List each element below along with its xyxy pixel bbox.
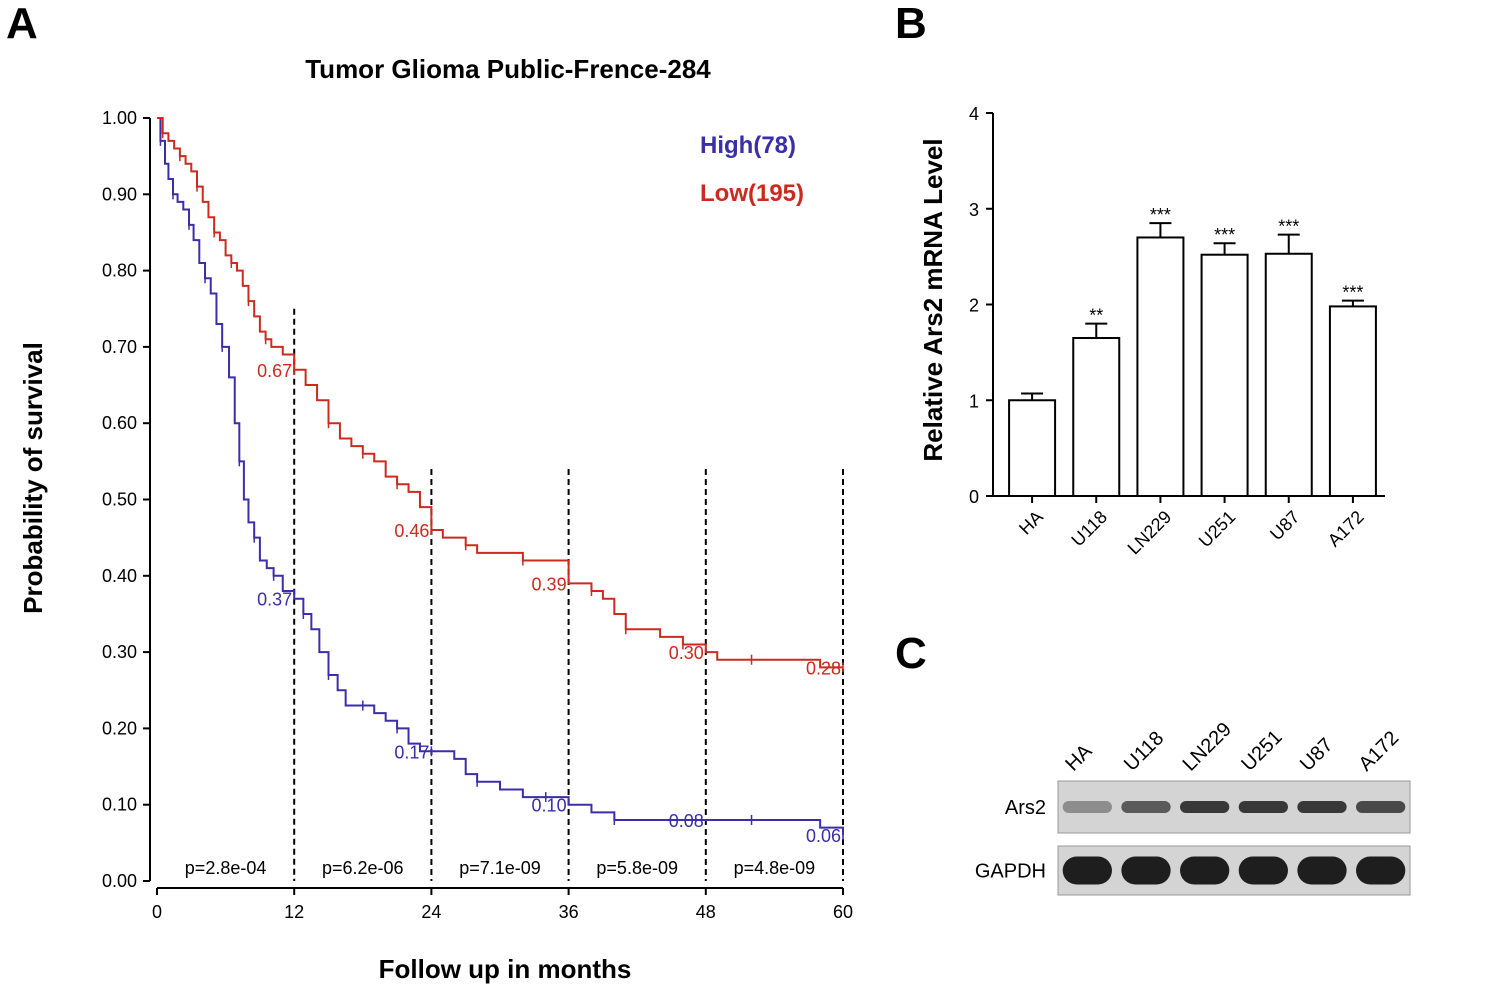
survival-x-tick-label: 24 (421, 902, 441, 922)
bar (1008, 399, 1057, 497)
bar-axes: 0 1 2 3 4 (969, 104, 1385, 507)
blot-band (1121, 801, 1171, 813)
blot-row-label: Ars2 (1005, 797, 1046, 819)
bar (1264, 252, 1313, 497)
survival-y-tick-label: 0.60 (102, 413, 137, 433)
survival-x-tick-label: 60 (833, 902, 853, 922)
survival-series (157, 117, 844, 841)
western-blot: HA U118 LN229 U251 U87 A172 Ars2 GAPDH (975, 718, 1411, 896)
bar-category-label: A172 (1324, 507, 1368, 551)
survival-annotation-label: 0.28 (806, 658, 841, 678)
survival-annotation-label: 0.10 (532, 796, 567, 816)
bar-y-tick-label: 1 (969, 391, 979, 411)
survival-x-tick-label: 48 (696, 902, 716, 922)
blot-band (1062, 801, 1112, 813)
survival-p-values: p=2.8e-04 p=6.2e-06 p=7.1e-09 p=5.8e-09 p=4.… (185, 858, 815, 878)
blot-lane-label: LN229 (1179, 718, 1236, 775)
survival-y-tick-label: 0.00 (102, 871, 137, 891)
bar (1072, 337, 1121, 498)
significance-label: *** (1342, 283, 1363, 303)
p-value-label: p=2.8e-04 (185, 858, 267, 878)
survival-cutoff-lines (293, 308, 844, 881)
bar-y-tick-label: 3 (969, 200, 979, 220)
significance-label: *** (1150, 205, 1171, 225)
survival-chart: Tumor Glioma Public-Frence-284 Follow up… (18, 54, 853, 984)
bar-category-label: U87 (1266, 507, 1303, 544)
survival-annotation-label: 0.06 (806, 826, 841, 846)
bar (1328, 305, 1377, 498)
p-value-label: p=7.1e-09 (459, 858, 541, 878)
blot-band (1121, 856, 1171, 885)
low-survival-curve (157, 117, 843, 669)
mrna-bar-chart: Relative Ars2 mRNA Level 0 1 2 3 4 HA ** U118 *… (918, 104, 1385, 558)
survival-y-tick-label: 0.90 (102, 184, 137, 204)
blot-band (1062, 856, 1112, 885)
survival-annotation-label: 0.17 (394, 742, 429, 762)
blot-band (1297, 801, 1347, 813)
survival-x-tick-label: 12 (284, 902, 304, 922)
blot-strip (1057, 845, 1411, 896)
blot-band (1238, 856, 1288, 885)
legend-high: High(78) (700, 132, 796, 159)
blot-lane-label: HA (1061, 740, 1097, 776)
survival-x-tick-label: 36 (559, 902, 579, 922)
survival-y-tick-label: 1.00 (102, 108, 137, 128)
blot-lane-label: U118 (1120, 727, 1168, 775)
panel-letter-b: B (895, 0, 927, 48)
survival-y-tick-label: 0.30 (102, 642, 137, 662)
survival-chart-title: Tumor Glioma Public-Frence-284 (305, 54, 711, 84)
survival-x-tick-label: 0 (152, 902, 162, 922)
blot-strip (1057, 780, 1411, 834)
significance-label: *** (1214, 225, 1235, 245)
blot-band (1356, 801, 1406, 813)
panel-letter-c: C (895, 629, 927, 678)
survival-y-axis-title: Probability of survival (18, 342, 48, 614)
bar-category-label: U118 (1067, 507, 1111, 551)
survival-y-tick-label: 0.40 (102, 566, 137, 586)
survival-axes: 0.00 0.10 0.20 0.30 0.40 0.50 0.60 0.70 0.80 0.90… (102, 108, 853, 922)
blot-band (1180, 856, 1230, 885)
p-value-label: p=4.8e-09 (734, 858, 816, 878)
bar (1136, 236, 1185, 497)
bar-y-tick-label: 4 (969, 104, 979, 124)
p-value-label: p=5.8e-09 (596, 858, 678, 878)
blot-row-label: GAPDH (975, 861, 1046, 883)
survival-y-tick-label: 0.10 (102, 795, 137, 815)
survival-annotation-label: 0.37 (257, 590, 292, 610)
survival-annotation-label: 0.30 (669, 643, 704, 663)
blot-lane-label: U87 (1296, 734, 1338, 776)
blot-band (1180, 801, 1230, 813)
panel-letter-a: A (6, 0, 38, 48)
bar-y-tick-label: 2 (969, 296, 979, 316)
survival-annotation-label: 0.39 (532, 574, 567, 594)
bar-category-label: HA (1015, 507, 1047, 539)
survival-x-axis-title: Follow up in months (379, 954, 632, 984)
bar-marks: HA ** U118 *** LN229 *** U251 *** U87 *** A172 (1008, 205, 1377, 559)
survival-annotation-label: 0.46 (394, 521, 429, 541)
significance-label: ** (1089, 306, 1103, 326)
blot-lane-label: U251 (1237, 726, 1286, 775)
bar-y-tick-label: 0 (969, 487, 979, 507)
bar (1200, 253, 1249, 497)
bar-category-label: U251 (1195, 507, 1240, 552)
bar-y-axis-title: Relative Ars2 mRNA Level (918, 138, 948, 461)
survival-y-tick-label: 0.80 (102, 261, 137, 281)
survival-y-tick-label: 0.70 (102, 337, 137, 357)
blot-band (1356, 856, 1406, 885)
survival-annotations: 0.37 0.17 0.10 0.08 0.06 0.67 0.46 0.39 0.30 0.28 (257, 361, 841, 846)
survival-annotation-label: 0.08 (669, 811, 704, 831)
blot-band (1238, 801, 1288, 813)
blot-lane-label: A172 (1355, 727, 1404, 776)
bar-category-label: LN229 (1124, 507, 1176, 559)
p-value-label: p=6.2e-06 (322, 858, 404, 878)
blot-band (1297, 856, 1347, 885)
survival-y-tick-label: 0.50 (102, 490, 137, 510)
legend-low: Low(195) (700, 180, 804, 207)
high-survival-curve (157, 117, 844, 836)
survival-y-tick-label: 0.20 (102, 718, 137, 738)
survival-annotation-label: 0.67 (257, 361, 292, 381)
significance-label: *** (1278, 217, 1299, 237)
